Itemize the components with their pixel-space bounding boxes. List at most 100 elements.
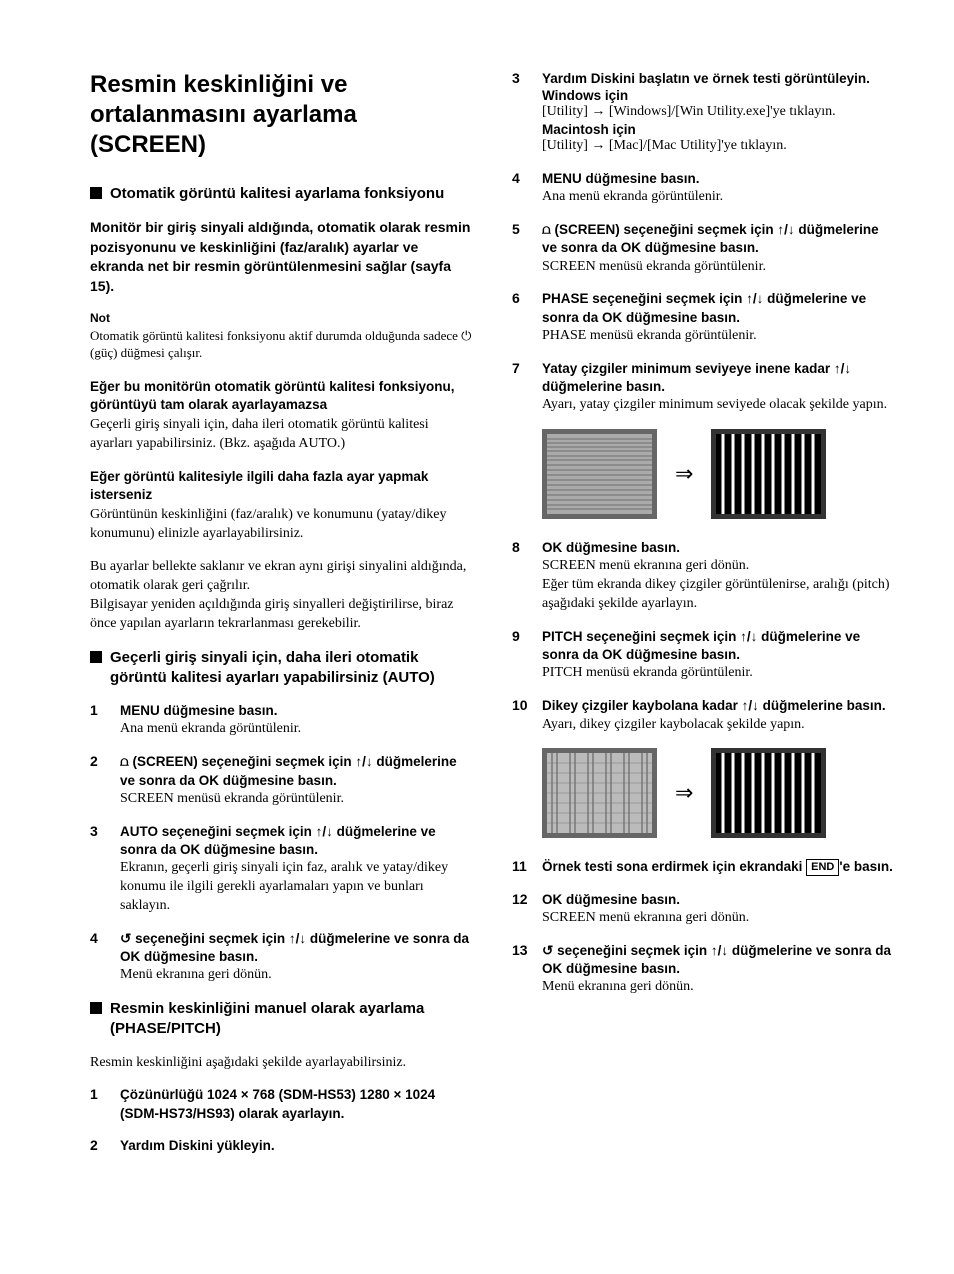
step-head: Yardım Diskini yükleyin.: [120, 1137, 472, 1155]
step-body: SCREEN menü ekranına geri dönün.: [542, 909, 894, 928]
subhead-manual: Resmin keskinliğini manuel olarak ayarla…: [90, 999, 472, 1040]
step-body: Menü ekranına geri dönün.: [120, 966, 472, 985]
updown-icon: ↑/↓: [777, 222, 794, 237]
step-body: PITCH menüsü ekranda görüntülenir.: [542, 664, 894, 683]
screen-icon: ⩍: [120, 754, 129, 769]
step-man-9: 9 PITCH seçeneğini seçmek için ↑/↓ düğme…: [512, 628, 894, 683]
step-number: 1: [90, 1086, 110, 1102]
step-head: PHASE seçeneğini seçmek için ↑/↓ düğmele…: [542, 290, 894, 326]
step-number: 4: [90, 930, 110, 946]
step-number: 13: [512, 942, 532, 958]
step-head: Örnek testi sona erdirmek için ekrandaki…: [542, 858, 894, 876]
figure-pitch-after: [711, 748, 826, 838]
step-head: OK düğmesine basın.: [542, 539, 894, 557]
step-number: 3: [512, 70, 532, 86]
updown-icon: ↑/↓: [711, 943, 728, 958]
subhead-text: Otomatik görüntü kalitesi ayarlama fonks…: [110, 184, 444, 204]
page-title: Resmin keskinliğini ve ortalanmasını aya…: [90, 70, 472, 160]
mac-path: [Utility] → [Mac]/[Mac Utility]'ye tıkla…: [542, 137, 894, 156]
windows-label: Windows için: [542, 88, 894, 103]
step-head: ↺ seçeneğini seçmek için ↑/↓ düğmelerine…: [542, 942, 894, 978]
figure-pitch: ⇒: [512, 748, 894, 838]
step-head: OK düğmesine basın.: [542, 891, 894, 909]
bullet-square-icon: [90, 651, 102, 663]
step-man-7: 7 Yatay çizgiler minimum seviyeye inene …: [512, 360, 894, 415]
step-number: 2: [90, 1137, 110, 1153]
step-number: 2: [90, 753, 110, 769]
updown-icon: ↑/↓: [746, 291, 763, 306]
step-body: Ana menü ekranda görüntülenir.: [542, 188, 894, 207]
step-man-12: 12 OK düğmesine basın. SCREEN menü ekran…: [512, 891, 894, 928]
subhead-text: Resmin keskinliğini manuel olarak ayarla…: [110, 999, 472, 1040]
step-body: SCREEN menü ekranına geri dönün. Eğer tü…: [542, 557, 894, 614]
step-auto-3: 3 AUTO seçeneğini seçmek için ↑/↓ düğmel…: [90, 823, 472, 916]
step-auto-1: 1 MENU düğmesine basın. Ana menü ekranda…: [90, 702, 472, 739]
figure-phase-after: [711, 429, 826, 519]
figure-phase: ⇒: [512, 429, 894, 519]
step-body: SCREEN menüsü ekranda görüntülenir.: [542, 258, 894, 277]
step-body: Ana menü ekranda görüntülenir.: [120, 720, 472, 739]
intro-paragraph: Monitör bir giriş sinyali aldığında, oto…: [90, 218, 472, 296]
bullet-square-icon: [90, 187, 102, 199]
step-head: Dikey çizgiler kaybolana kadar ↑/↓ düğme…: [542, 697, 894, 715]
step-number: 12: [512, 891, 532, 907]
step-number: 3: [90, 823, 110, 839]
para1-body: Geçerli giriş sinyali için, daha ileri o…: [90, 416, 472, 454]
step-number: 7: [512, 360, 532, 376]
updown-icon: ↑/↓: [740, 629, 757, 644]
step-man-1: 1 Çözünürlüğü 1024 × 768 (SDM-HS53) 1280…: [90, 1086, 472, 1122]
step-head: Çözünürlüğü 1024 × 768 (SDM-HS53) 1280 ×…: [120, 1086, 472, 1122]
step-head: MENU düğmesine basın.: [542, 170, 894, 188]
step-man-13: 13 ↺ seçeneğini seçmek için ↑/↓ düğmeler…: [512, 942, 894, 997]
end-button-icon: END: [806, 859, 839, 875]
para1-head: Eğer bu monitörün otomatik görüntü kalit…: [90, 378, 472, 414]
updown-icon: ↑/↓: [742, 698, 759, 713]
subhead-auto: Geçerli giriş sinyali için, daha ileri o…: [90, 648, 472, 689]
arrow-right-icon: ⇒: [675, 461, 693, 487]
note-body: Otomatik görüntü kalitesi fonksiyonu akt…: [90, 327, 472, 362]
reset-icon: ↺: [120, 931, 131, 946]
bullet-square-icon: [90, 1002, 102, 1014]
subhead-auto-quality: Otomatik görüntü kalitesi ayarlama fonks…: [90, 184, 472, 204]
step-head: MENU düğmesine basın.: [120, 702, 472, 720]
subhead-manual-body: Resmin keskinliğini aşağıdaki şekilde ay…: [90, 1054, 472, 1073]
step-head: ↺ seçeneğini seçmek için ↑/↓ düğmelerine…: [120, 930, 472, 966]
para2-head: Eğer görüntü kalitesiyle ilgili daha faz…: [90, 468, 472, 504]
step-number: 10: [512, 697, 532, 713]
step-man-11: 11 Örnek testi sona erdirmek için ekrand…: [512, 858, 894, 876]
step-man-4: 4 MENU düğmesine basın. Ana menü ekranda…: [512, 170, 894, 207]
para3-body: Bu ayarlar bellekte saklanır ve ekran ay…: [90, 558, 472, 634]
step-body: Ayarı, dikey çizgiler kaybolacak şekilde…: [542, 716, 894, 735]
subhead-text: Geçerli giriş sinyali için, daha ileri o…: [110, 648, 472, 689]
step-body: Ekranın, geçerli giriş sinyali için faz,…: [120, 859, 472, 916]
step-head: PITCH seçeneğini seçmek için ↑/↓ düğmele…: [542, 628, 894, 664]
arrow-right-icon: ⇒: [675, 780, 693, 806]
step-body: Ayarı, yatay çizgiler minimum seviyede o…: [542, 396, 894, 415]
step-head: ⩍ (SCREEN) seçeneğini seçmek için ↑/↓ dü…: [120, 753, 472, 789]
step-man-2: 2 Yardım Diskini yükleyin.: [90, 1137, 472, 1155]
windows-path: [Utility] → [Windows]/[Win Utility.exe]'…: [542, 103, 894, 122]
screen-icon: ⩍: [542, 222, 551, 237]
step-body: Menü ekranına geri dönün.: [542, 978, 894, 997]
updown-icon: ↑/↓: [289, 931, 306, 946]
step-number: 6: [512, 290, 532, 306]
step-man-6: 6 PHASE seçeneğini seçmek için ↑/↓ düğme…: [512, 290, 894, 345]
mac-label: Macintosh için: [542, 122, 894, 137]
step-number: 4: [512, 170, 532, 186]
reset-icon: ↺: [542, 943, 553, 958]
step-man-8: 8 OK düğmesine basın. SCREEN menü ekranı…: [512, 539, 894, 614]
step-head: AUTO seçeneğini seçmek için ↑/↓ düğmeler…: [120, 823, 472, 859]
step-body: SCREEN menüsü ekranda görüntülenir.: [120, 790, 472, 809]
step-number: 11: [512, 858, 532, 874]
updown-icon: ↑/↓: [316, 824, 333, 839]
step-number: 5: [512, 221, 532, 237]
step-head: Yatay çizgiler minimum seviyeye inene ka…: [542, 360, 894, 396]
step-head: ⩍ (SCREEN) seçeneğini seçmek için ↑/↓ dü…: [542, 221, 894, 257]
step-head: Yardım Diskini başlatın ve örnek testi g…: [542, 70, 894, 88]
step-man-5: 5 ⩍ (SCREEN) seçeneğini seçmek için ↑/↓ …: [512, 221, 894, 276]
figure-pitch-before: [542, 748, 657, 838]
updown-icon: ↑/↓: [834, 361, 851, 376]
figure-phase-before: [542, 429, 657, 519]
para2-body: Görüntünün keskinliğini (faz/aralık) ve …: [90, 506, 472, 544]
step-number: 1: [90, 702, 110, 718]
